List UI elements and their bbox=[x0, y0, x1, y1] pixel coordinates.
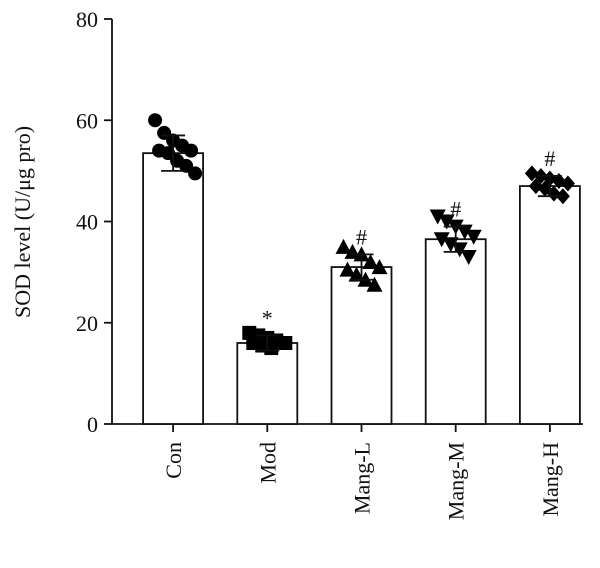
significance-label: # bbox=[356, 224, 367, 249]
x-tick-label: Mang-M bbox=[444, 442, 469, 520]
significance-label: # bbox=[544, 146, 555, 171]
y-tick-label: 0 bbox=[87, 412, 98, 437]
data-point bbox=[335, 238, 352, 254]
data-point bbox=[348, 266, 365, 282]
x-tick-label: Mang-H bbox=[538, 442, 563, 517]
significance-label: # bbox=[450, 197, 461, 222]
bar bbox=[424, 238, 487, 425]
data-point bbox=[366, 276, 383, 292]
data-point bbox=[465, 229, 482, 245]
y-axis-label: SOD level (U/μg pro) bbox=[10, 126, 35, 318]
data-point bbox=[148, 113, 163, 128]
bar bbox=[236, 342, 299, 425]
x-tick-label: Mod bbox=[255, 442, 280, 484]
data-point bbox=[371, 259, 388, 275]
data-point bbox=[362, 254, 379, 269]
y-tick-label: 80 bbox=[76, 7, 98, 32]
data-point bbox=[433, 232, 450, 248]
data-point bbox=[188, 166, 203, 181]
data-point bbox=[429, 209, 446, 225]
data-point bbox=[184, 143, 199, 158]
y-tick-label: 20 bbox=[76, 311, 98, 336]
data-point bbox=[456, 224, 473, 240]
data-point bbox=[460, 249, 477, 265]
y-tick-label: 40 bbox=[76, 210, 98, 235]
x-tick-label: Mang-L bbox=[350, 442, 375, 514]
x-tick-label: Con bbox=[161, 442, 186, 479]
significance-label: * bbox=[262, 305, 273, 330]
bar bbox=[142, 152, 205, 425]
data-point bbox=[560, 175, 575, 192]
data-point bbox=[442, 237, 459, 253]
data-point bbox=[555, 188, 570, 205]
bar bbox=[330, 266, 393, 425]
data-point bbox=[278, 336, 293, 350]
y-tick-label: 60 bbox=[76, 108, 98, 133]
bar bbox=[519, 185, 581, 425]
data-point bbox=[438, 214, 455, 230]
data-point bbox=[339, 261, 356, 277]
